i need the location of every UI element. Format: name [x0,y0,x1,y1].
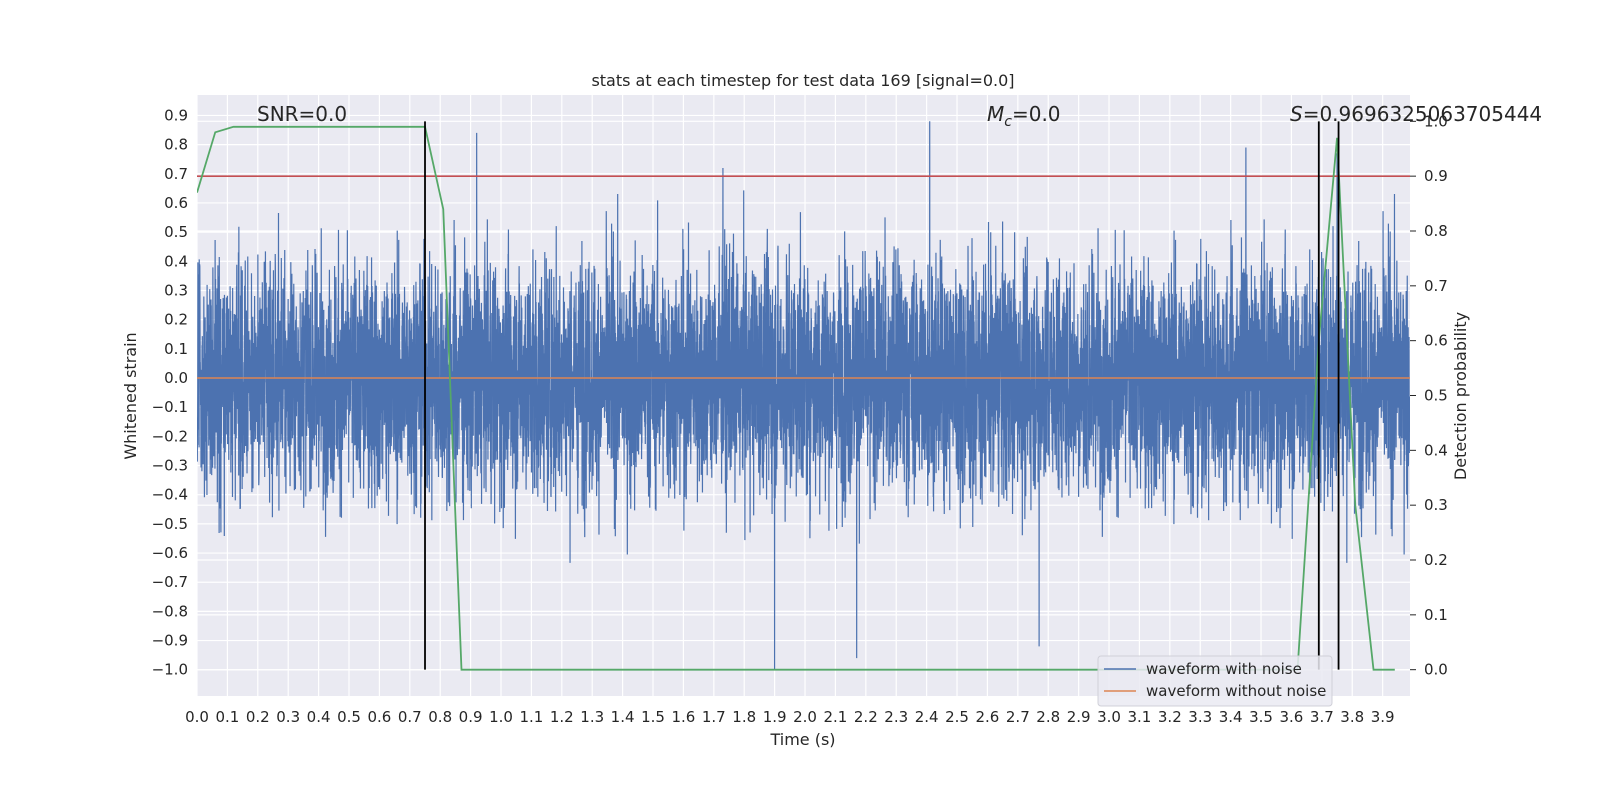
snr-annotation: SNR=0.0 [257,102,347,126]
chirp-mass-annotation: Mc=0.0 [987,102,1061,130]
x-tick-label: 3.2 [1158,708,1182,726]
y-right-tick-label: 0.5 [1424,387,1448,405]
x-tick-label: 1.7 [702,708,726,726]
y-left-tick-label: 0.4 [164,252,188,270]
y-left-tick-label: −0.2 [152,427,188,445]
x-tick-label: 0.1 [215,708,239,726]
legend-box [1097,655,1333,707]
x-tick-label: 3.9 [1371,708,1395,726]
x-tick-label: 0.9 [459,708,483,726]
y-left-tick-label: 0.8 [164,136,188,154]
y-right-tick-label: 0.8 [1424,222,1448,240]
clip-wrap [197,121,1410,671]
chart-title: stats at each timestep for test data 169… [591,71,1014,90]
x-tick-label: 1.0 [489,708,513,726]
x-tick-label: 1.6 [671,708,695,726]
y-right-tick-label: 0.6 [1424,332,1448,350]
x-tick-label: 3.3 [1188,708,1212,726]
x-tick-label: 1.5 [641,708,665,726]
chirp-mass-symbol: M [987,102,1004,126]
score-annotation: S=0.9696325063705444 [1290,102,1542,126]
legend-label-clean: waveform without noise [1146,682,1326,700]
y-left-tick-label: −0.5 [152,515,188,533]
y-left-tick-label: −0.4 [152,486,188,504]
legend-label-noise: waveform with noise [1146,660,1302,678]
series-waveform-with-noise [197,121,1410,670]
y-left-tick-label: 0.2 [164,311,188,329]
score-value: =0.9696325063705444 [1303,102,1542,126]
y-axis-left-label: Whitened strain [121,332,140,459]
x-tick-label: 2.3 [884,708,908,726]
y-left-tick-label: 0.6 [164,194,188,212]
x-tick-label: 0.4 [307,708,331,726]
series-detection-probability [197,125,1395,671]
x-tick-label: 1.2 [550,708,574,726]
x-tick-label: 0.8 [428,708,452,726]
y-left-tick-label: −0.6 [152,544,188,562]
x-tick-label: 3.0 [1097,708,1121,726]
y-axis-left-ticks: 0.9 0.8 0.7 0.6 0.5 0.4 0.3 0.2 0.1 0.0 −0.1 −0.2 −0… [152,106,188,678]
y-right-tick-label: 0.9 [1424,167,1448,185]
y-left-tick-label: 0.5 [164,223,188,241]
y-right-tick-label: 0.3 [1424,496,1448,514]
y-left-tick-label: −0.8 [152,602,188,620]
y-left-tick-label: −0.9 [152,632,188,650]
series-layer [197,121,1410,671]
chirp-mass-subscript: c [1004,114,1012,130]
y-left-tick-label: −0.3 [152,457,188,475]
x-tick-label: 2.2 [854,708,878,726]
y-left-tick-label: 0.3 [164,281,188,299]
y-left-tick-label: 0.1 [164,340,188,358]
y-right-tick-label: 1.0 [1424,112,1448,130]
y-right-tick-label: 0.7 [1424,277,1448,295]
y-right-tick-label: 0.0 [1424,661,1448,679]
x-tick-label: 2.0 [793,708,817,726]
y-left-tick-label: 0.7 [164,165,188,183]
x-tick-label: 3.5 [1249,708,1273,726]
x-tick-label: 0.7 [398,708,422,726]
x-tick-label: 0.2 [246,708,270,726]
y-left-tick-label: −0.7 [152,573,188,591]
x-axis-label: Time (s) [769,730,835,749]
x-tick-label: 2.7 [1006,708,1030,726]
x-tick-label: 3.6 [1280,708,1304,726]
y-right-tick-label: 0.4 [1424,441,1448,459]
x-tick-label: 2.8 [1036,708,1060,726]
x-tick-label: 1.4 [611,708,635,726]
y-left-tick-label: −1.0 [152,661,188,679]
x-tick-label: 0.5 [337,708,361,726]
x-tick-label: 3.1 [1128,708,1152,726]
y-right-tick-label: 0.1 [1424,606,1448,624]
x-tick-label: 3.4 [1219,708,1243,726]
x-tick-label: 2.5 [945,708,969,726]
score-symbol: S [1290,102,1303,126]
markers-layer [424,121,1340,670]
x-tick-label: 1.9 [763,708,787,726]
chirp-mass-value: =0.0 [1012,102,1061,126]
x-tick-label: 0.3 [276,708,300,726]
x-tick-label: 2.6 [975,708,999,726]
x-axis-ticks: 0.0 0.1 0.2 0.3 0.4 0.5 0.6 0.7 0.8 0.9 1.0 1.1 1.2 1… [185,708,1394,726]
x-tick-label: 2.9 [1067,708,1091,726]
y-axis-right-ticks: 1.0 0.9 0.8 0.7 0.6 0.5 0.4 0.3 0.2 0.1 0.0 [1410,112,1448,679]
x-tick-label: 2.1 [823,708,847,726]
y-left-tick-label: 0.0 [164,369,188,387]
legend: waveform with noise waveform without noi… [1097,655,1333,707]
y-left-tick-label: −0.1 [152,398,188,416]
x-tick-label: 1.3 [580,708,604,726]
x-tick-label: 0.0 [185,708,209,726]
y-axis-right-label: Detection probability [1451,312,1470,480]
y-right-tick-label: 0.2 [1424,551,1448,569]
x-tick-label: 1.1 [519,708,543,726]
x-tick-label: 3.7 [1310,708,1334,726]
x-tick-label: 0.6 [367,708,391,726]
x-tick-label: 1.8 [732,708,756,726]
x-tick-label: 3.8 [1340,708,1364,726]
x-tick-label: 2.4 [915,708,939,726]
y-left-tick-label: 0.9 [164,106,188,124]
